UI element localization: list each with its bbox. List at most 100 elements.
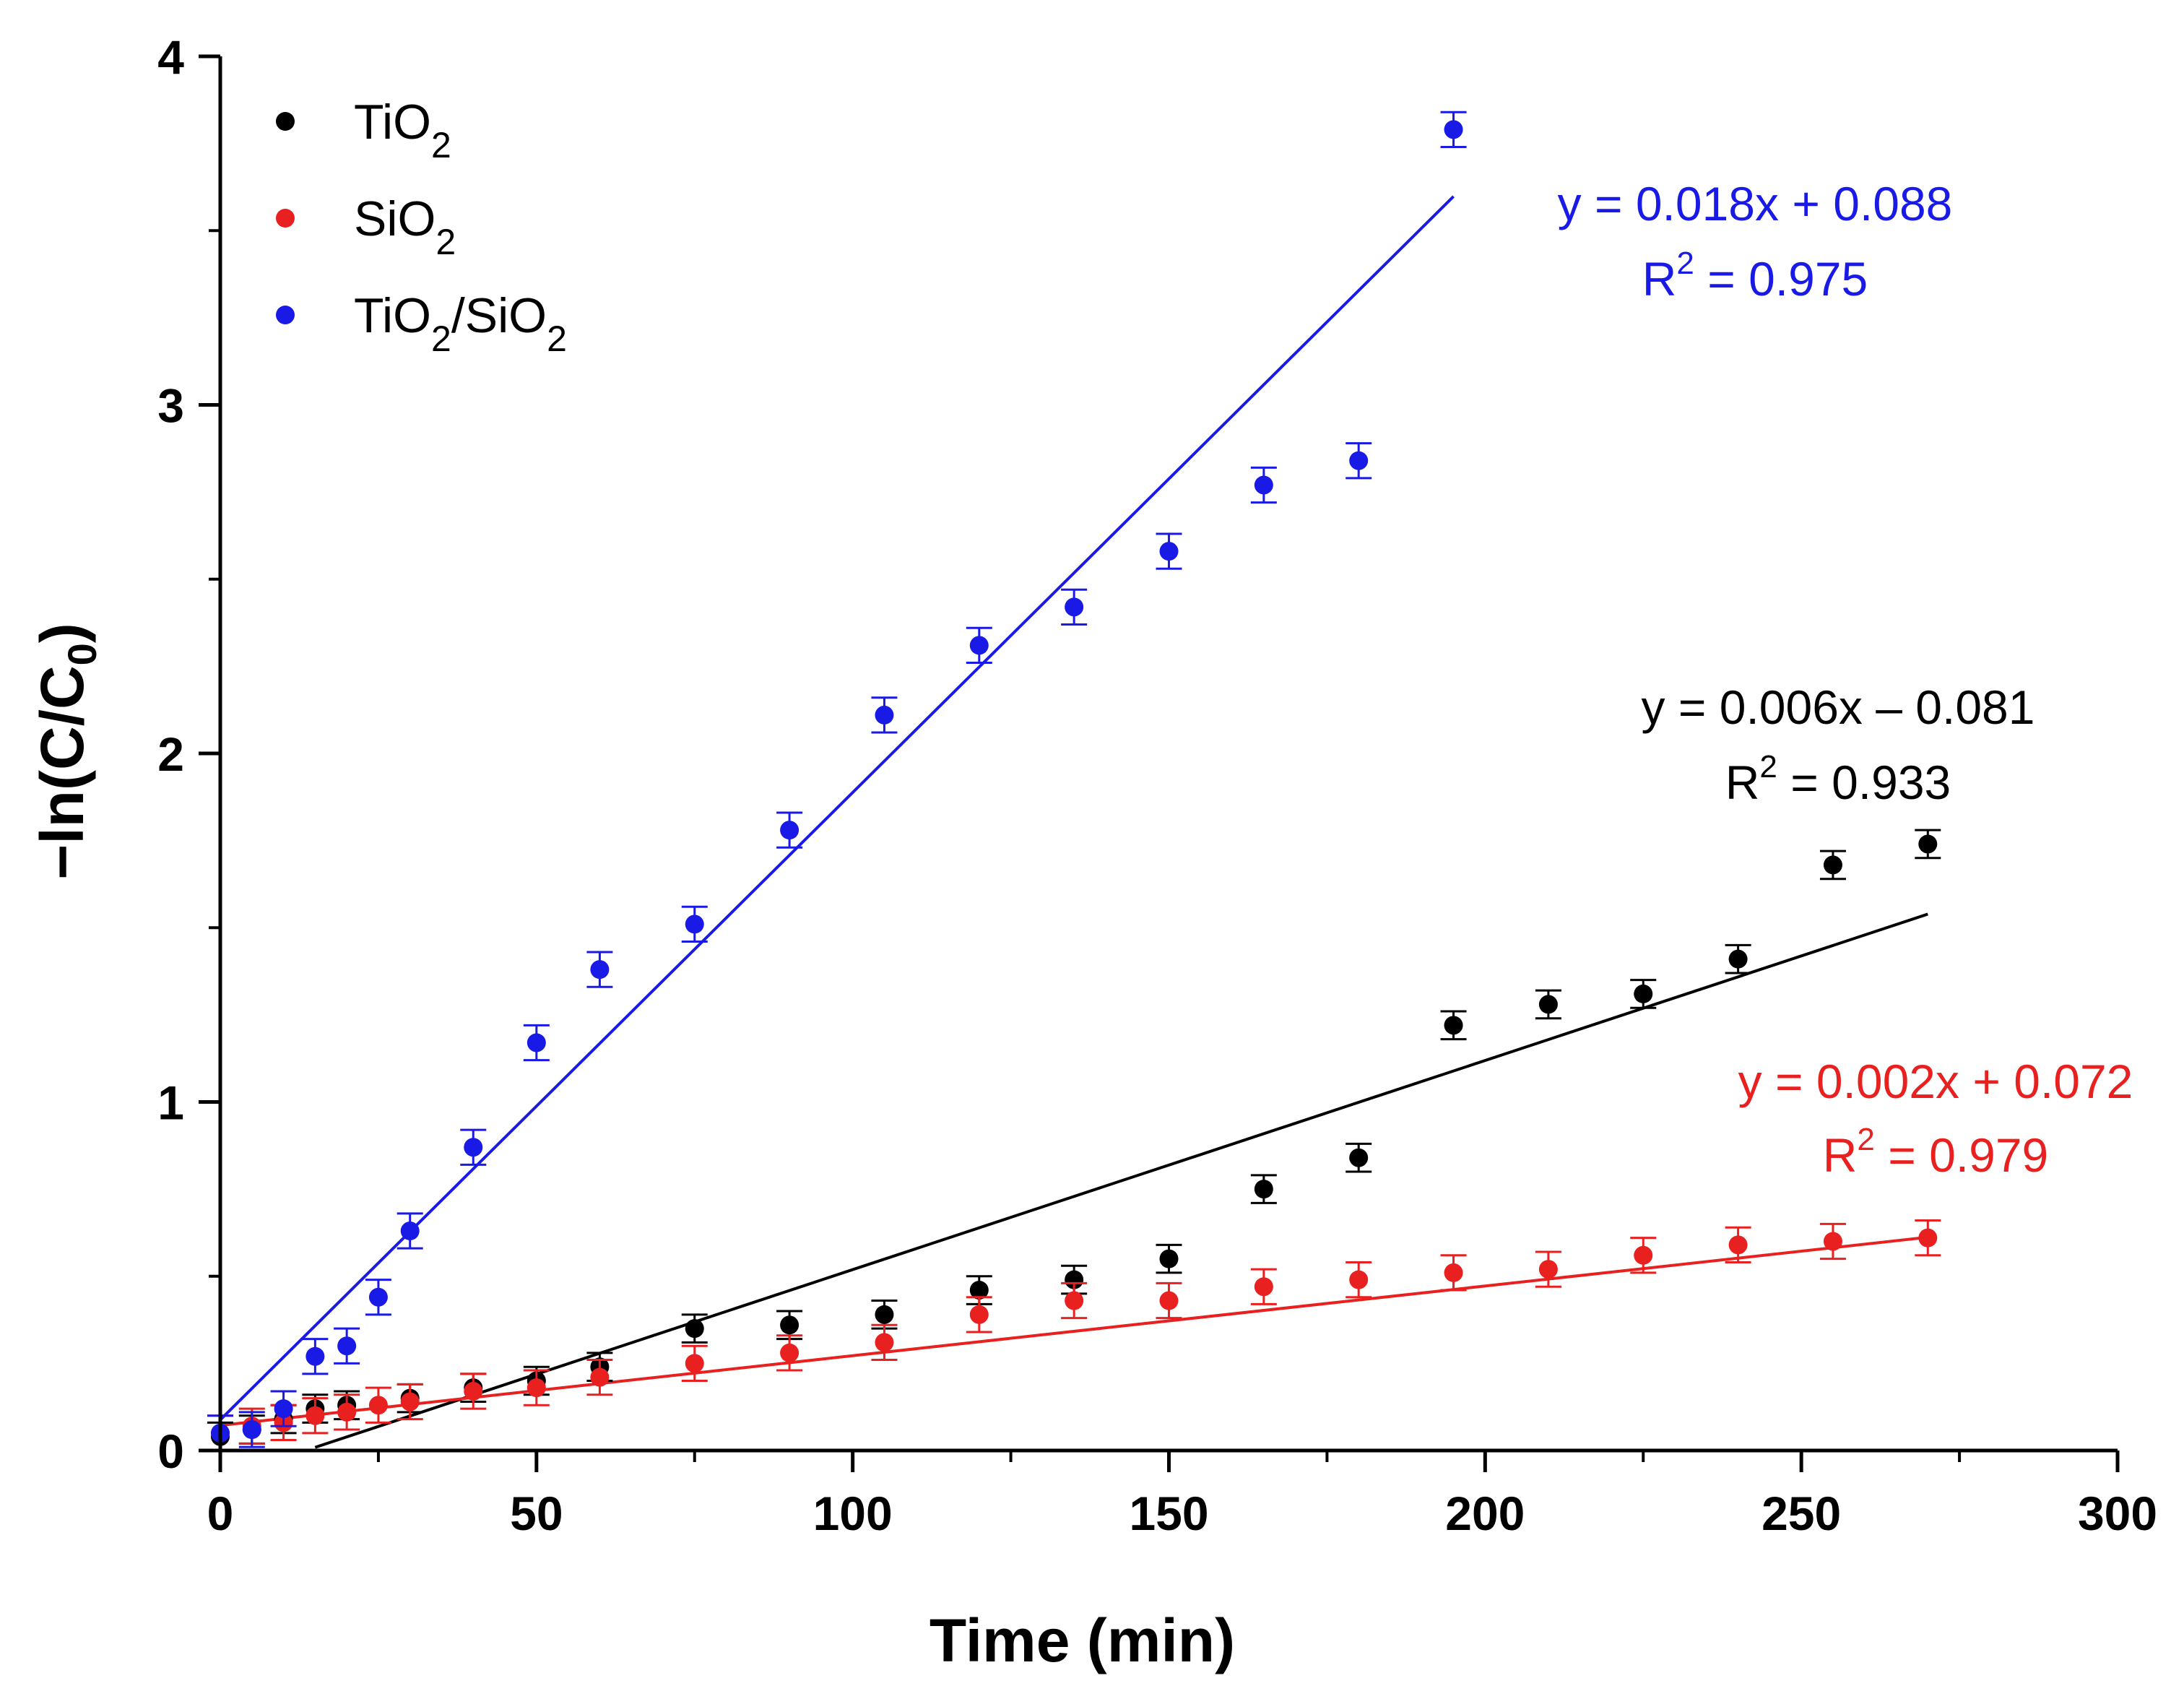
data-point [590,1367,610,1387]
fit-r2-2: R2 = 0.975 [1642,246,1868,306]
data-point [1444,1016,1463,1035]
y-tick-label: 1 [157,1076,184,1130]
data-point [969,1281,989,1300]
data-point [875,1333,894,1352]
fit-line-2 [219,195,1455,1421]
data-point [685,915,704,934]
data-point [1349,1270,1369,1289]
data-point [526,1033,546,1052]
data-point [1918,834,1938,854]
data-point [685,1354,704,1373]
legend-marker-2 [276,306,295,324]
y-tick-label: 0 [157,1425,184,1478]
data-point [1823,1232,1842,1251]
data-point [337,1336,357,1356]
x-tick-label: 300 [2078,1487,2157,1540]
fit-equation-0: y = 0.006x – 0.081 [1642,680,2035,734]
x-axis-title: Time (min) [930,1607,1235,1674]
data-point [875,1305,894,1324]
data-point [306,1346,325,1366]
data-point [274,1399,293,1419]
r2-label: R [1725,756,1760,809]
x-tick-label: 250 [1762,1487,1841,1540]
x-tick-label: 50 [510,1487,563,1540]
legend-label-0: TiO2 [354,95,451,165]
data-point [1065,1270,1084,1289]
data-point [337,1402,357,1422]
legend-text-part: TiO [354,95,431,150]
fit-line-0 [314,912,1928,1449]
y-axis-title: −ln(C/C0) [28,623,105,879]
data-point [1634,984,1653,1003]
data-point [526,1378,546,1398]
y-tick-label: 3 [157,379,184,433]
fit-r2-1: R2 = 0.979 [1823,1122,2049,1182]
data-point [464,1381,483,1401]
data-point [1349,451,1369,470]
legend-marker-0 [276,112,295,131]
r2-superscript: 2 [1676,246,1694,281]
x-tick-label: 150 [1129,1487,1208,1540]
x-tick-label: 200 [1445,1487,1525,1540]
x-tick-label: 0 [207,1487,234,1540]
data-point [875,705,894,725]
legend-label-1: SiO2 [354,191,456,262]
series-1 [207,1219,1941,1452]
data-point [1254,1277,1273,1297]
data-point [1444,1263,1463,1282]
y-tick-label: 2 [157,727,184,781]
legend-subscript: 2 [431,125,451,165]
legend-subscript: 2 [436,222,456,262]
data-point [1538,1260,1558,1279]
legend-subscript: 2 [431,319,451,359]
data-marks [207,111,1941,1452]
data-point [969,1305,989,1324]
axes: 0 50 100 150 200 250 300 0 1 2 3 4 Time (min) −ln(C/C… [28,30,2157,1674]
data-point [1728,1235,1748,1255]
data-point [1349,1148,1369,1167]
legend-text-part: SiO [354,191,436,246]
fit-lines [219,195,1928,1449]
r2-superscript: 2 [1759,749,1777,784]
data-point [969,636,989,655]
data-point [400,1392,420,1411]
y-axis-title-subscript: 0 [59,643,105,665]
y-tick-label: 4 [157,30,184,84]
legend-subscript: 2 [547,319,567,359]
data-point [1159,542,1179,561]
r2-value: = 0.979 [1875,1128,2048,1182]
data-point [1728,949,1748,969]
r2-label: R [1642,252,1677,306]
legend-text-part: /SiO [451,288,547,343]
r2-superscript: 2 [1857,1122,1874,1157]
y-axis-title-close: ) [28,623,96,643]
data-point [242,1420,261,1440]
data-point [780,1315,800,1335]
data-point [1159,1249,1179,1268]
fit-equation-1: y = 0.002x + 0.072 [1738,1055,2133,1108]
fit-r2-0: R2 = 0.933 [1725,749,1951,809]
legend-marker-1 [276,209,295,228]
data-point [1918,1228,1938,1248]
data-point [1634,1245,1653,1265]
legend-text-part: TiO [354,288,431,343]
data-point [1538,995,1558,1014]
data-point [1065,1291,1084,1310]
r2-label: R [1823,1128,1858,1182]
data-point [590,960,610,980]
data-point [368,1396,388,1415]
r2-value: = 0.933 [1777,756,1951,809]
data-point [400,1222,420,1241]
plot-area [207,111,1941,1452]
data-point [1159,1291,1179,1310]
data-point [464,1138,483,1157]
data-point [685,1319,704,1339]
data-point [368,1287,388,1307]
r2-value: = 0.975 [1694,252,1868,306]
data-point [1065,597,1084,617]
data-point [1254,475,1273,495]
legend-label-2: TiO2/SiO2 [354,288,567,359]
